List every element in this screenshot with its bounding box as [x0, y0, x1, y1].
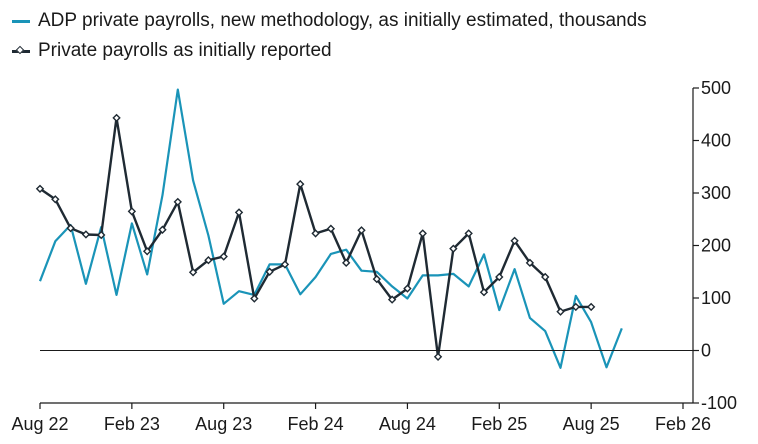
legend-entry-adp: ADP private payrolls, new methodology, a…: [12, 6, 647, 36]
legend-swatch-private-payrolls: [12, 45, 30, 54]
series-marker-1: [112, 113, 121, 123]
series-marker-1: [280, 260, 290, 269]
series-marker-1: [449, 244, 458, 253]
series-marker-1: [418, 229, 427, 238]
x-tick-label: Aug 25: [563, 414, 620, 434]
y-tick-label: 200: [701, 236, 731, 256]
series-marker-1: [188, 268, 198, 277]
series-marker-1: [311, 229, 320, 238]
series-marker-1: [66, 223, 75, 233]
x-tick-label: Feb 25: [471, 414, 527, 434]
series-line-0: [38, 88, 623, 369]
plot-lines: [35, 88, 623, 369]
y-tick-label: 400: [701, 131, 731, 151]
series-marker-1: [35, 184, 45, 193]
x-tick-label: Feb 24: [288, 414, 344, 434]
series-marker-1: [51, 195, 60, 204]
series-marker-1: [495, 272, 504, 282]
x-tick-label: Aug 23: [195, 414, 252, 434]
legend-label-adp: ADP private payrolls, new methodology, a…: [38, 10, 647, 31]
series-marker-1: [326, 224, 336, 233]
series-marker-1: [387, 295, 397, 304]
y-tick-label: 300: [701, 183, 731, 203]
y-tick-label: 0: [701, 341, 711, 361]
series-marker-1: [234, 208, 244, 217]
legend: ADP private payrolls, new methodology, a…: [12, 6, 647, 66]
series-marker-1: [97, 230, 106, 240]
series-marker-1: [357, 226, 366, 235]
series-marker-1: [510, 236, 519, 245]
x-axis: Aug 22 Feb 23 Aug 23 Feb 24 Aug 24 Feb 25 Aug …: [11, 402, 711, 434]
series-marker-1: [219, 252, 228, 261]
y-axis: 500 400 300 200 100 0 -100: [40, 78, 737, 413]
series-marker-1: [479, 288, 489, 297]
series-marker-1: [464, 229, 473, 238]
series-marker-1: [81, 230, 91, 239]
series-marker-1: [541, 272, 550, 282]
series-marker-1: [433, 352, 443, 361]
series-marker-1: [204, 256, 213, 265]
series-marker-1: [372, 274, 381, 284]
x-tick-label: Aug 22: [11, 414, 68, 434]
series-marker-1: [586, 302, 596, 312]
series-marker-1: [250, 294, 259, 303]
x-tick-label: Aug 24: [379, 414, 436, 434]
series-marker-1: [173, 197, 182, 207]
series-marker-1: [158, 225, 167, 234]
series-marker-1: [342, 258, 351, 268]
series-marker-1: [525, 258, 535, 268]
legend-entry-private-payrolls: Private payrolls as initially reported: [12, 36, 647, 66]
y-tick-label: -100: [701, 393, 737, 413]
legend-swatch-adp: [12, 19, 30, 23]
x-tick-label: Feb 26: [655, 414, 711, 434]
series-marker-1: [127, 207, 137, 216]
series-marker-1: [571, 302, 581, 312]
legend-label-private-payrolls: Private payrolls as initially reported: [38, 40, 332, 61]
series-marker-1: [142, 247, 152, 256]
y-tick-label: 100: [701, 288, 731, 308]
series-marker-1: [556, 307, 565, 316]
series-marker-1: [296, 179, 305, 189]
x-tick-label: Feb 23: [104, 414, 160, 434]
y-tick-label: 500: [701, 78, 731, 98]
series-marker-1: [265, 267, 274, 276]
series-marker-1: [403, 284, 412, 293]
